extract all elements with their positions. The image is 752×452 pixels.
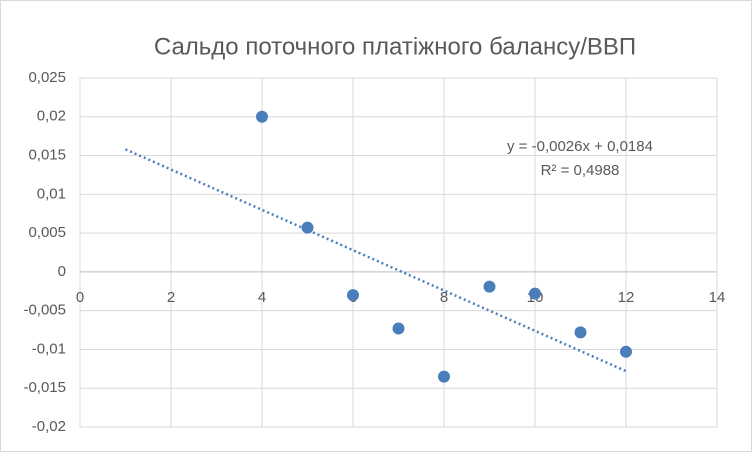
point <box>483 280 496 293</box>
y-tick-label: 0,025 <box>28 69 66 86</box>
point <box>529 287 541 300</box>
annotation: y = -0,0026x + 0,0184 <box>507 138 653 155</box>
y-tick-label: -0,015 <box>23 379 66 396</box>
point <box>574 326 587 339</box>
point <box>256 110 268 123</box>
y-tick-label: 0,01 <box>37 185 66 202</box>
y-tick-label: -0,01 <box>32 340 66 357</box>
point <box>301 221 314 234</box>
y-tick-label: -0,005 <box>23 302 66 319</box>
chart-title: Сальдо поточного платіжного балансу/ВВП <box>154 33 636 60</box>
x-tick-label: 14 <box>709 289 726 306</box>
trendline <box>124 148 627 373</box>
y-tick-label: 0 <box>58 263 66 280</box>
x-tick-label: 4 <box>258 289 266 306</box>
point <box>347 289 359 302</box>
y-tick-label: 0,02 <box>37 108 66 125</box>
y-tick-label: -0,02 <box>32 418 66 435</box>
point <box>620 345 632 358</box>
x-tick-label: 0 <box>76 289 84 306</box>
annotation: R² = 0,4988 <box>541 162 620 179</box>
y-tick-label: 0,005 <box>28 224 66 241</box>
point <box>392 322 405 335</box>
y-tick-label: 0,015 <box>28 147 66 164</box>
x-tick-label: 8 <box>440 289 448 306</box>
point <box>438 370 450 383</box>
x-tick-label: 12 <box>618 289 635 306</box>
x-tick-label: 2 <box>167 289 175 306</box>
